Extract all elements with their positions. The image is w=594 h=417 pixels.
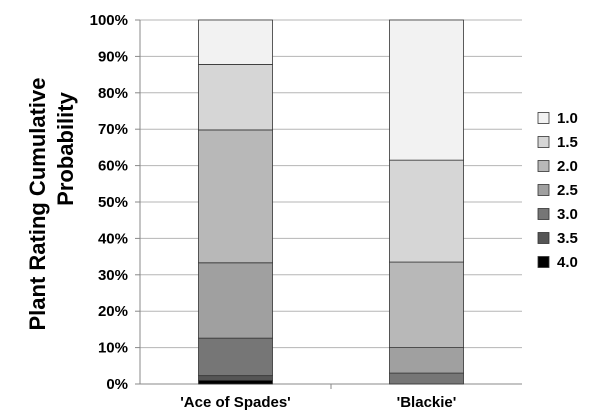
- bar-segment-1-0: [198, 19, 273, 65]
- y-tick-label: 90%: [98, 48, 128, 65]
- legend-label: 2.0: [557, 158, 578, 175]
- bar-segment-3-0: [389, 372, 464, 385]
- legend-label: 4.0: [557, 254, 578, 271]
- bar-segment-2-5: [389, 347, 464, 374]
- bars: [198, 19, 464, 385]
- bar-segment-2-5: [198, 262, 273, 339]
- legend-label: 2.5: [557, 182, 578, 199]
- bar-segment-1-5: [389, 159, 464, 263]
- y-axis-title-line-2: Probability: [53, 91, 78, 205]
- bar-segment-1-5: [198, 64, 273, 131]
- y-tick-label: 40%: [98, 230, 128, 247]
- legend-label: 1.0: [557, 110, 578, 127]
- y-tick-label: 100%: [90, 12, 128, 29]
- y-tick-label: 30%: [98, 267, 128, 284]
- legend-label: 1.5: [557, 134, 578, 151]
- gridlines: [140, 19, 522, 349]
- bar-segment-1-0: [389, 19, 464, 161]
- tick-labels: 0% 10% 20% 30% 40% 50% 60% 70% 80% 90% 100% 'Ace of…: [90, 12, 457, 411]
- legend-swatch: [537, 160, 550, 172]
- bar-segment-4-0: [198, 379, 273, 385]
- y-tick-label: 20%: [98, 303, 128, 320]
- legend-swatch: [537, 256, 550, 268]
- legend-label: 3.5: [557, 230, 578, 247]
- y-tick-label: 70%: [98, 121, 128, 138]
- bar-segment-3-5: [198, 375, 273, 381]
- x-category-label: 'Blackie': [397, 394, 457, 411]
- legend-swatch: [537, 208, 550, 220]
- legend: 1.0 1.5 2.0 2.5 3.0 3.5 4.0: [537, 110, 578, 271]
- legend-swatch: [537, 136, 550, 148]
- legend-swatch: [537, 232, 550, 244]
- bar-segment-2-0: [198, 129, 273, 264]
- y-tick-label: 0%: [106, 376, 128, 393]
- y-axis-title-line-1: Plant Rating Cumulative: [25, 77, 50, 330]
- y-tick-label: 10%: [98, 340, 128, 357]
- x-category-label: 'Ace of Spades': [180, 394, 291, 411]
- legend-swatch: [537, 184, 550, 196]
- bar-segment-2-0: [389, 261, 464, 348]
- bar-segment-3-0: [198, 337, 273, 377]
- y-tick-label: 60%: [98, 158, 128, 175]
- y-tick-label: 50%: [98, 194, 128, 211]
- y-tick-label: 80%: [98, 85, 128, 102]
- legend-swatch: [537, 112, 550, 124]
- axes: [135, 19, 522, 389]
- legend-label: 3.0: [557, 206, 578, 223]
